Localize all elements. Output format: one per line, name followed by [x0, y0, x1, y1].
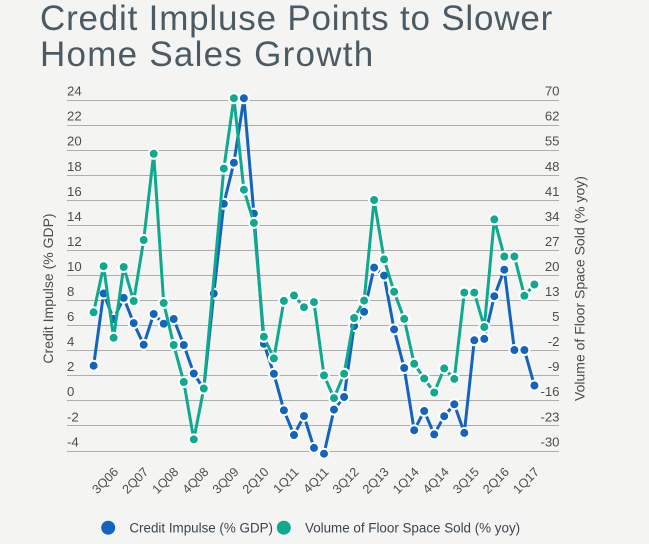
svg-text:6: 6 [67, 309, 74, 324]
svg-text:Credit Impulse (% GDP): Credit Impulse (% GDP) [129, 520, 273, 535]
svg-text:4: 4 [67, 334, 74, 349]
svg-text:18: 18 [67, 159, 82, 174]
svg-text:-23: -23 [540, 409, 559, 424]
svg-text:3Q06: 3Q06 [90, 465, 122, 497]
svg-text:10: 10 [67, 259, 82, 274]
svg-text:Volume of Floor Space Sold (%: Volume of Floor Space Sold (% yoy) [572, 176, 588, 401]
svg-text:-16: -16 [540, 384, 559, 399]
svg-text:22: 22 [67, 109, 82, 124]
svg-text:20: 20 [67, 134, 82, 149]
svg-text:1Q14: 1Q14 [390, 465, 422, 497]
svg-text:2Q07: 2Q07 [120, 465, 152, 497]
svg-text:70: 70 [545, 84, 560, 99]
svg-text:8: 8 [67, 284, 74, 299]
svg-text:14: 14 [67, 209, 82, 224]
svg-text:2: 2 [67, 359, 74, 374]
svg-text:-30: -30 [540, 434, 559, 449]
svg-text:-9: -9 [548, 359, 560, 374]
svg-text:-4: -4 [67, 434, 79, 449]
svg-text:4Q08: 4Q08 [180, 465, 212, 497]
svg-text:2Q16: 2Q16 [480, 465, 512, 497]
svg-text:-2: -2 [548, 334, 560, 349]
svg-text:3Q15: 3Q15 [450, 465, 482, 497]
svg-text:3Q09: 3Q09 [210, 465, 242, 497]
svg-text:4Q11: 4Q11 [301, 465, 332, 496]
svg-text:13: 13 [545, 284, 560, 299]
svg-text:34: 34 [545, 209, 560, 224]
svg-text:1Q17: 1Q17 [510, 465, 542, 497]
svg-text:41: 41 [545, 184, 560, 199]
svg-text:2Q13: 2Q13 [360, 465, 392, 497]
svg-text:3Q12: 3Q12 [330, 465, 362, 497]
svg-text:48: 48 [545, 159, 560, 174]
svg-text:20: 20 [545, 259, 560, 274]
svg-text:2Q10: 2Q10 [240, 465, 272, 497]
svg-text:1Q08: 1Q08 [150, 465, 182, 497]
svg-text:24: 24 [67, 84, 82, 99]
svg-text:Volume of Floor Space Sold (%: Volume of Floor Space Sold (% yoy) [305, 520, 520, 535]
svg-text:1Q11: 1Q11 [271, 465, 302, 496]
svg-text:16: 16 [67, 184, 82, 199]
svg-text:55: 55 [545, 134, 560, 149]
svg-text:4Q14: 4Q14 [420, 465, 452, 497]
svg-text:12: 12 [67, 234, 82, 249]
svg-text:Credit Impulse (% GDP): Credit Impulse (% GDP) [40, 213, 56, 363]
svg-text:27: 27 [545, 234, 560, 249]
svg-text:-2: -2 [67, 409, 79, 424]
svg-text:5: 5 [552, 309, 559, 324]
svg-text:62: 62 [545, 109, 560, 124]
svg-text:0: 0 [67, 384, 74, 399]
